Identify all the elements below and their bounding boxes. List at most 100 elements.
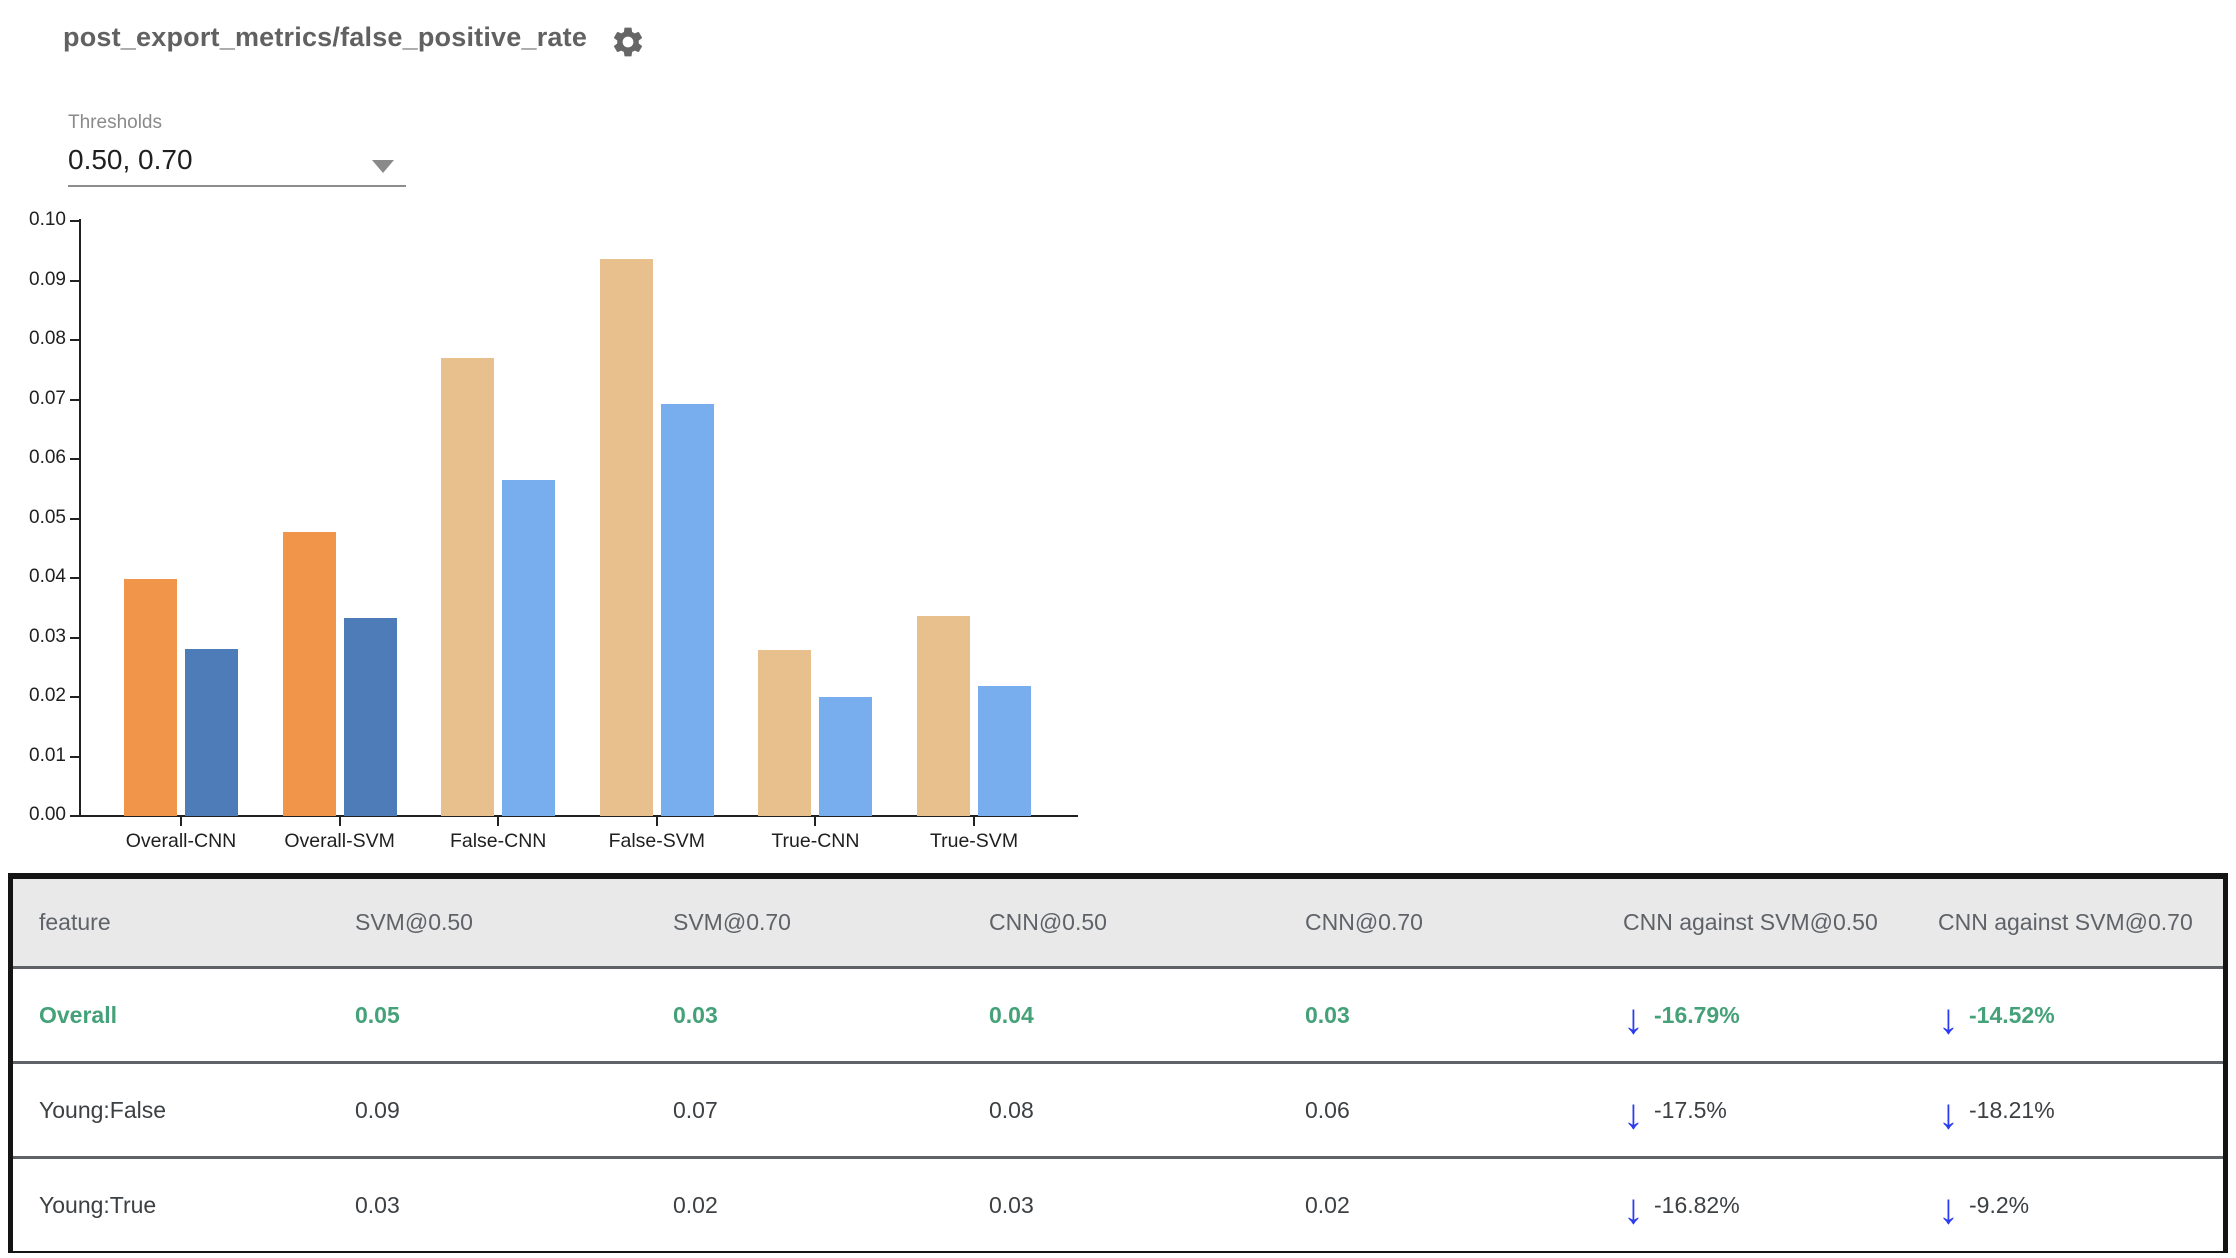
column-header-0: feature <box>39 909 111 935</box>
column-header-1: SVM@0.50 <box>355 909 473 935</box>
y-axis-tick <box>70 398 79 401</box>
dropdown-underline <box>68 185 406 187</box>
metric-title: post_export_metrics/false_positive_rate <box>63 22 588 52</box>
column-header-3: CNN@0.50 <box>989 909 1107 935</box>
delta-value: -18.21% <box>1969 1096 2055 1123</box>
value-cell: 0.03 <box>1305 1001 1350 1028</box>
arrow-down-icon: ↓ <box>1623 1185 1644 1232</box>
value-cell: 0.09 <box>355 1096 400 1123</box>
arrow-down-icon: ↓ <box>1938 995 1959 1042</box>
delta-value: -14.52% <box>1969 1001 2055 1028</box>
y-axis-tick <box>70 755 79 758</box>
metrics-table: feature SVM@0.50 SVM@0.70 CNN@0.50 CNN@0.70 C… <box>8 873 2228 1253</box>
value-cell: 0.06 <box>1305 1096 1350 1123</box>
feature-cell: Young:False <box>39 1096 167 1123</box>
delta-value: -16.82% <box>1654 1191 1740 1218</box>
delta-cell: ↓ -17.5% <box>1623 1064 1727 1156</box>
bar-overall-cnn-t70[interactable] <box>185 649 238 816</box>
arrow-down-icon: ↓ <box>1623 995 1644 1042</box>
column-header-5: CNN against SVM@0.50 <box>1623 909 1878 935</box>
y-axis-tick-label: 0.05 <box>29 506 66 528</box>
table-row-young-true: Young:True 0.03 0.02 0.03 0.02 ↓ -16.82% ↓ -9.2% <box>13 1156 2223 1251</box>
value-cell: 0.03 <box>355 1191 400 1218</box>
feature-cell: Overall <box>39 1001 117 1028</box>
x-axis-line <box>78 815 1078 817</box>
bar-false-svm-t50[interactable] <box>599 259 653 816</box>
y-axis-tick-label: 0.01 <box>29 744 66 766</box>
y-axis-tick-label: 0.09 <box>29 268 66 290</box>
table-header-row: feature SVM@0.50 SVM@0.70 CNN@0.50 CNN@0.70 C… <box>13 879 2223 969</box>
x-axis-category-label: True-SVM <box>929 830 1019 852</box>
y-axis-tick-label: 0.03 <box>29 625 66 647</box>
arrow-down-icon: ↓ <box>1938 1090 1959 1137</box>
column-header-4: CNN@0.70 <box>1305 909 1423 935</box>
table-row-overall: Overall 0.05 0.03 0.04 0.03 ↓ -16.79% ↓ -14.52% <box>13 969 2223 1061</box>
table-row-young-false: Young:False 0.09 0.07 0.08 0.06 ↓ -17.5% ↓ -18.2… <box>13 1061 2223 1156</box>
value-cell: 0.07 <box>673 1096 718 1123</box>
bar-overall-svm-t70[interactable] <box>343 618 397 816</box>
x-axis-tick <box>338 817 341 826</box>
bar-true-cnn-t70[interactable] <box>819 697 873 816</box>
y-axis-tick-label: 0.08 <box>29 328 66 349</box>
bar-false-svm-t70[interactable] <box>660 404 714 816</box>
value-cell: 0.08 <box>989 1096 1034 1123</box>
y-axis-tick <box>70 815 79 817</box>
chevron-down-icon <box>372 160 394 173</box>
value-cell: 0.04 <box>989 1001 1034 1028</box>
feature-cell: Young:True <box>39 1191 157 1218</box>
y-axis-tick-label: 0.00 <box>29 804 66 825</box>
y-axis-tick-label: 0.07 <box>29 387 66 409</box>
x-axis-category-label: True-CNN <box>771 830 860 852</box>
settings-gear-icon[interactable] <box>610 24 646 60</box>
y-axis-tick <box>70 458 79 460</box>
bar-overall-cnn-t50[interactable] <box>124 579 177 816</box>
y-axis-tick <box>70 220 79 222</box>
false-positive-rate-bar-chart: 0.00 0.01 0.02 0.03 0.04 0.05 0.06 0.07 0.08 0.09… <box>0 0 1120 880</box>
column-header-2: SVM@0.70 <box>673 909 791 935</box>
bar-false-cnn-t70[interactable] <box>502 480 556 816</box>
x-axis-tick <box>180 817 182 826</box>
y-axis-tick <box>70 517 79 520</box>
y-axis-tick-label: 0.02 <box>29 685 66 706</box>
delta-cell: ↓ -9.2% <box>1938 1159 2029 1251</box>
bar-true-svm-t70[interactable] <box>978 686 1031 816</box>
y-axis-tick <box>70 577 79 579</box>
delta-cell: ↓ -14.52% <box>1938 969 2055 1061</box>
delta-cell: ↓ -18.21% <box>1938 1064 2055 1156</box>
x-axis-category-label: Overall-CNN <box>125 830 237 852</box>
x-axis-category-label: False-CNN <box>449 830 547 852</box>
bar-false-cnn-t50[interactable] <box>441 358 495 816</box>
thresholds-selected-value: 0.50, 0.70 <box>68 144 193 175</box>
delta-cell: ↓ -16.82% <box>1623 1159 1740 1251</box>
value-cell: 0.02 <box>673 1191 718 1218</box>
y-axis-tick <box>70 696 79 698</box>
bar-overall-svm-t50[interactable] <box>282 532 336 816</box>
value-cell: 0.03 <box>673 1001 718 1028</box>
x-axis-category-label: Overall-SVM <box>284 830 395 852</box>
y-axis-tick <box>70 279 79 282</box>
bar-true-svm-t50[interactable] <box>917 616 970 816</box>
column-header-6: CNN against SVM@0.70 <box>1938 909 2193 935</box>
y-axis-tick <box>70 636 79 639</box>
bar-true-cnn-t50[interactable] <box>758 650 812 816</box>
thresholds-label: Thresholds <box>68 112 162 133</box>
delta-value: -17.5% <box>1654 1096 1727 1123</box>
value-cell: 0.02 <box>1305 1191 1350 1218</box>
delta-cell: ↓ -16.79% <box>1623 969 1740 1061</box>
x-axis-tick <box>655 817 658 826</box>
x-axis-category-label: False-SVM <box>608 830 706 852</box>
delta-value: -9.2% <box>1969 1191 2030 1218</box>
delta-value: -16.79% <box>1654 1001 1740 1028</box>
x-axis-tick <box>497 817 500 826</box>
arrow-down-icon: ↓ <box>1623 1090 1644 1137</box>
arrow-down-icon: ↓ <box>1938 1185 1959 1232</box>
x-axis-tick <box>973 817 975 826</box>
thresholds-dropdown[interactable]: 0.50, 0.70 <box>68 142 406 187</box>
y-axis-tick-label: 0.04 <box>29 566 66 587</box>
y-axis-tick-label: 0.06 <box>29 447 66 468</box>
y-axis-tick <box>70 339 79 341</box>
y-axis-tick-label: 0.10 <box>29 209 66 230</box>
y-axis-line <box>79 219 81 817</box>
value-cell: 0.03 <box>989 1191 1034 1218</box>
